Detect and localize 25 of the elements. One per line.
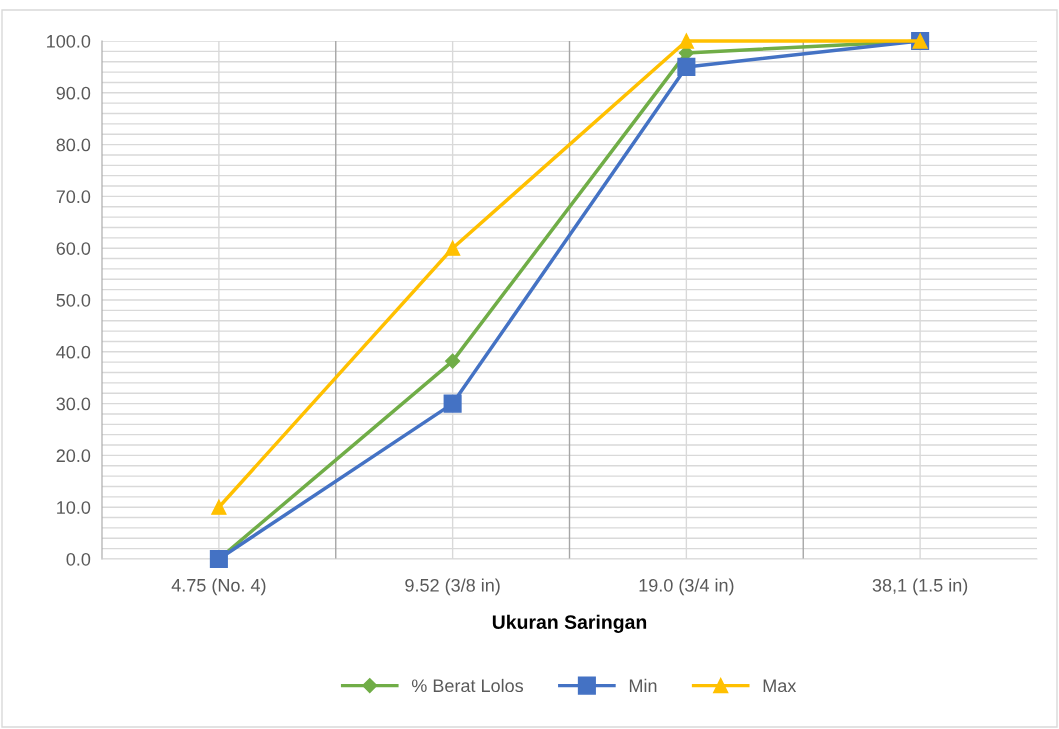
point: [211, 499, 227, 515]
x-tick-label: 9.52 (3/8 in): [405, 578, 500, 596]
legend-label: Min: [629, 678, 657, 692]
point: [678, 33, 695, 49]
point: [445, 353, 461, 369]
y-tick-label: 60.0: [56, 242, 91, 255]
y-tick-label: 40.0: [56, 345, 91, 359]
y-tick-label: 80.0: [56, 138, 91, 152]
y-tick-label: 10.0: [57, 501, 91, 514]
y-tick-label: 0.0: [66, 552, 91, 566]
legend-label: Max: [763, 679, 797, 693]
x-tick-label: 38,1 (1.5 in): [872, 578, 968, 596]
point: [444, 240, 461, 256]
y-tick-label: 70.0: [56, 190, 91, 204]
point: [677, 57, 696, 76]
y-tick-label: 90.0: [56, 86, 91, 100]
x-tick-label: 19.0 (3/4 in): [639, 578, 734, 596]
y-tick-label: 30.0: [56, 397, 91, 411]
x-axis-title: Ukuran Saringan: [492, 614, 647, 633]
y-tick-label: 100.0: [47, 34, 91, 48]
x-tick-label: 4.75 (No. 4): [171, 578, 266, 596]
y-tick-label: 50.0: [56, 293, 91, 307]
legend-label: % Berat Lolos: [411, 678, 524, 693]
point: [443, 394, 462, 413]
y-tick-label: 20.0: [56, 449, 91, 463]
